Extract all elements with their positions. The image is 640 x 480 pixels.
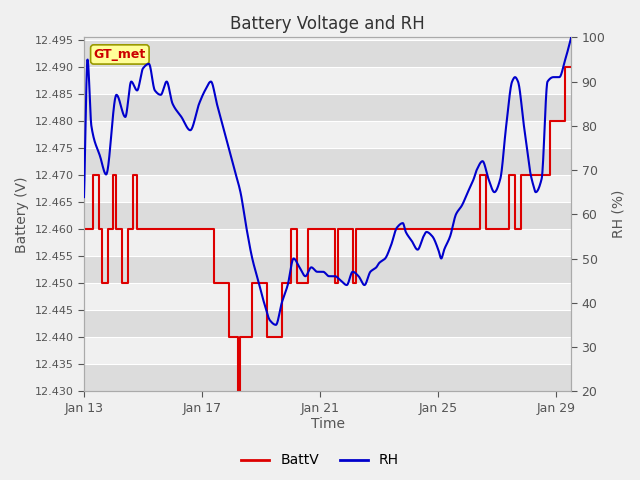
Bar <box>84 175 571 202</box>
Bar <box>84 94 571 121</box>
Bar <box>84 202 571 229</box>
Text: GT_met: GT_met <box>93 48 146 61</box>
Bar <box>84 121 571 148</box>
Bar <box>84 310 571 337</box>
Bar <box>84 40 571 67</box>
Y-axis label: Battery (V): Battery (V) <box>15 176 29 252</box>
Bar <box>84 337 571 364</box>
Title: Battery Voltage and RH: Battery Voltage and RH <box>230 15 425 33</box>
Bar <box>84 229 571 256</box>
X-axis label: Time: Time <box>310 418 344 432</box>
Bar <box>84 256 571 283</box>
Bar <box>84 283 571 310</box>
Bar <box>84 67 571 94</box>
Y-axis label: RH (%): RH (%) <box>611 190 625 239</box>
Bar <box>84 364 571 391</box>
Legend: BattV, RH: BattV, RH <box>236 448 404 473</box>
Bar <box>84 148 571 175</box>
